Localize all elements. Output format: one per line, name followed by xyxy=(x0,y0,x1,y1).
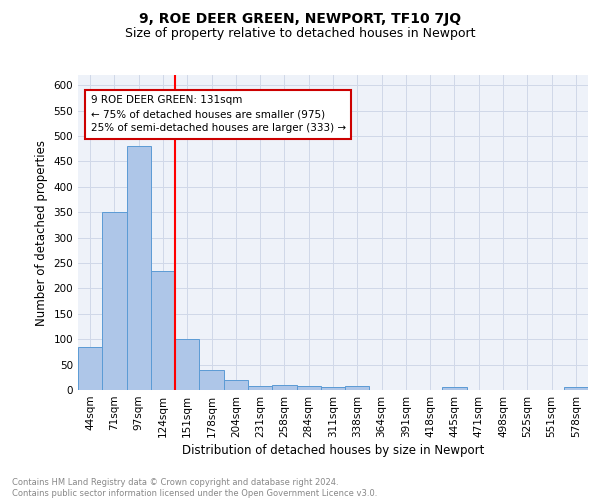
Bar xyxy=(102,212,127,390)
Bar xyxy=(248,386,272,390)
Text: 9, ROE DEER GREEN, NEWPORT, TF10 7JQ: 9, ROE DEER GREEN, NEWPORT, TF10 7JQ xyxy=(139,12,461,26)
Bar xyxy=(345,386,370,390)
Bar xyxy=(224,380,248,390)
Bar xyxy=(127,146,151,390)
Text: Size of property relative to detached houses in Newport: Size of property relative to detached ho… xyxy=(125,28,475,40)
Text: Contains HM Land Registry data © Crown copyright and database right 2024.
Contai: Contains HM Land Registry data © Crown c… xyxy=(12,478,377,498)
Text: 9 ROE DEER GREEN: 131sqm
← 75% of detached houses are smaller (975)
25% of semi-: 9 ROE DEER GREEN: 131sqm ← 75% of detach… xyxy=(91,96,346,134)
Bar xyxy=(564,387,588,390)
Bar xyxy=(442,387,467,390)
Bar xyxy=(78,348,102,390)
Bar xyxy=(175,339,199,390)
Bar xyxy=(272,385,296,390)
Bar xyxy=(296,386,321,390)
Bar xyxy=(199,370,224,390)
Bar xyxy=(151,271,175,390)
Y-axis label: Number of detached properties: Number of detached properties xyxy=(35,140,48,326)
Bar xyxy=(321,388,345,390)
X-axis label: Distribution of detached houses by size in Newport: Distribution of detached houses by size … xyxy=(182,444,484,457)
